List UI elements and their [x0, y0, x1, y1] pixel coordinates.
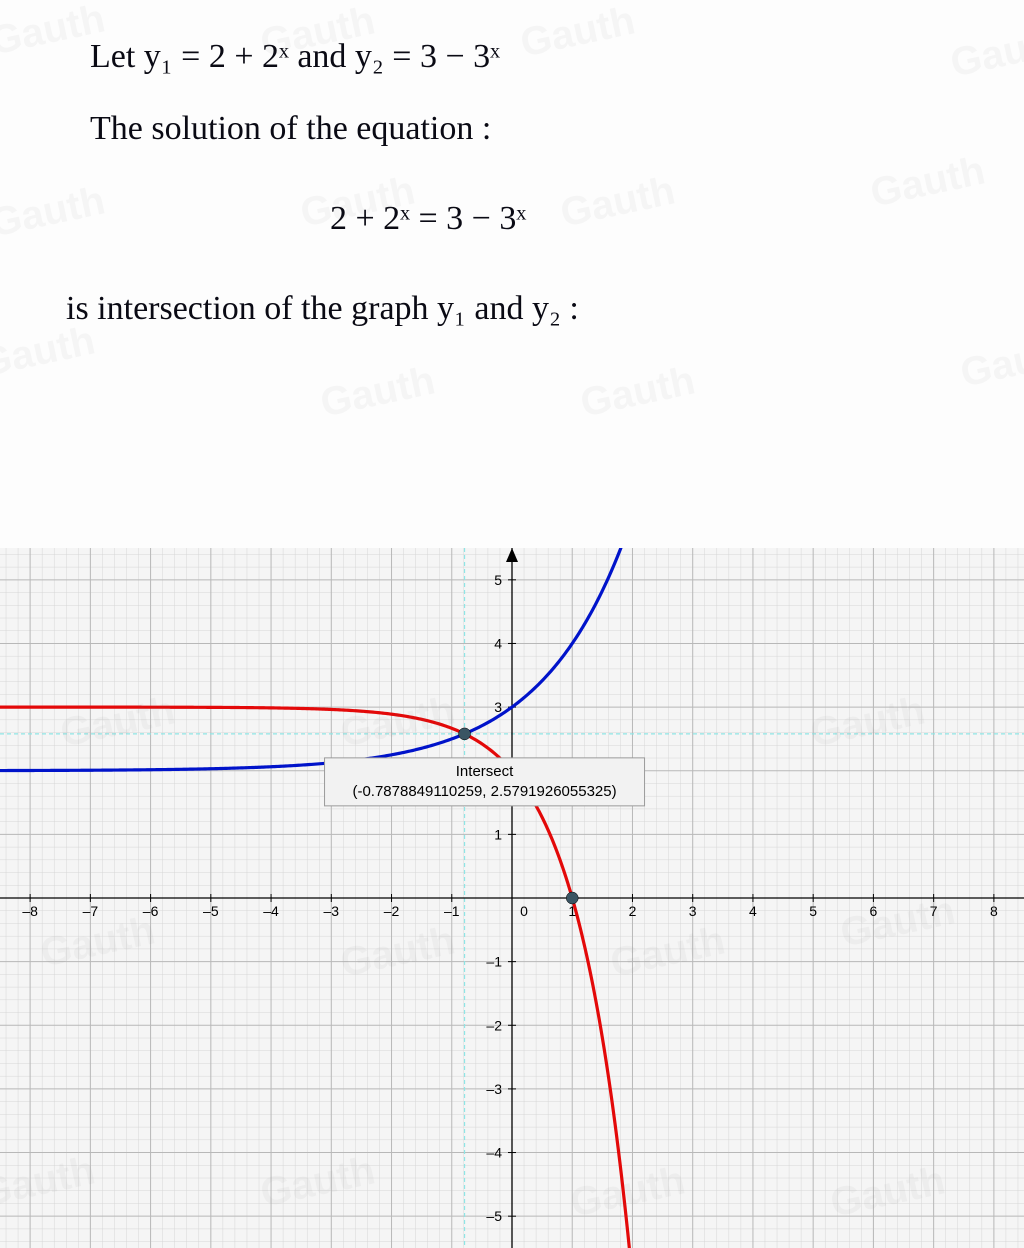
chart-svg: –8–7–6–5–4–3–2–1123456780–5–4–3–2–112345…: [0, 548, 1024, 1248]
svg-text:4: 4: [749, 903, 757, 919]
svg-text:8: 8: [990, 903, 998, 919]
svg-text:–3: –3: [324, 903, 340, 919]
handwriting-line-2: The solution of the equation :: [90, 110, 491, 148]
svg-text:–2: –2: [486, 1017, 502, 1033]
handwriting-line-4: is intersection of the graph y₁ and y₂ :: [66, 290, 579, 328]
svg-text:3: 3: [494, 699, 502, 715]
svg-text:5: 5: [809, 903, 817, 919]
svg-text:–1: –1: [444, 903, 460, 919]
svg-text:–5: –5: [486, 1208, 502, 1224]
svg-text:6: 6: [870, 903, 878, 919]
handwriting-line-1: Let y₁ = 2 + 2ˣ and y₂ = 3 − 3ˣ: [90, 38, 500, 76]
svg-text:–6: –6: [143, 903, 159, 919]
svg-text:–1: –1: [486, 954, 502, 970]
svg-text:–5: –5: [203, 903, 219, 919]
svg-text:–2: –2: [384, 903, 400, 919]
svg-text:Intersect: Intersect: [456, 763, 514, 780]
svg-text:(-0.7878849110259, 2.579192605: (-0.7878849110259, 2.5791926055325): [352, 783, 616, 800]
svg-text:–3: –3: [486, 1081, 502, 1097]
svg-text:–7: –7: [83, 903, 99, 919]
handwriting-line-3: 2 + 2ˣ = 3 − 3ˣ: [330, 200, 526, 238]
svg-text:0: 0: [520, 903, 528, 919]
handwriting-area: Let y₁ = 2 + 2ˣ and y₂ = 3 − 3ˣ The solu…: [0, 0, 1024, 548]
page: Let y₁ = 2 + 2ˣ and y₂ = 3 − 3ˣ The solu…: [0, 0, 1024, 1248]
svg-text:3: 3: [689, 903, 697, 919]
svg-text:7: 7: [930, 903, 938, 919]
svg-text:4: 4: [494, 635, 502, 651]
svg-text:5: 5: [494, 572, 502, 588]
svg-text:2: 2: [629, 903, 637, 919]
chart-area: –8–7–6–5–4–3–2–1123456780–5–4–3–2–112345…: [0, 548, 1024, 1248]
svg-text:–4: –4: [486, 1145, 502, 1161]
svg-text:1: 1: [494, 826, 502, 842]
svg-text:–8: –8: [22, 903, 38, 919]
svg-text:–4: –4: [263, 903, 279, 919]
